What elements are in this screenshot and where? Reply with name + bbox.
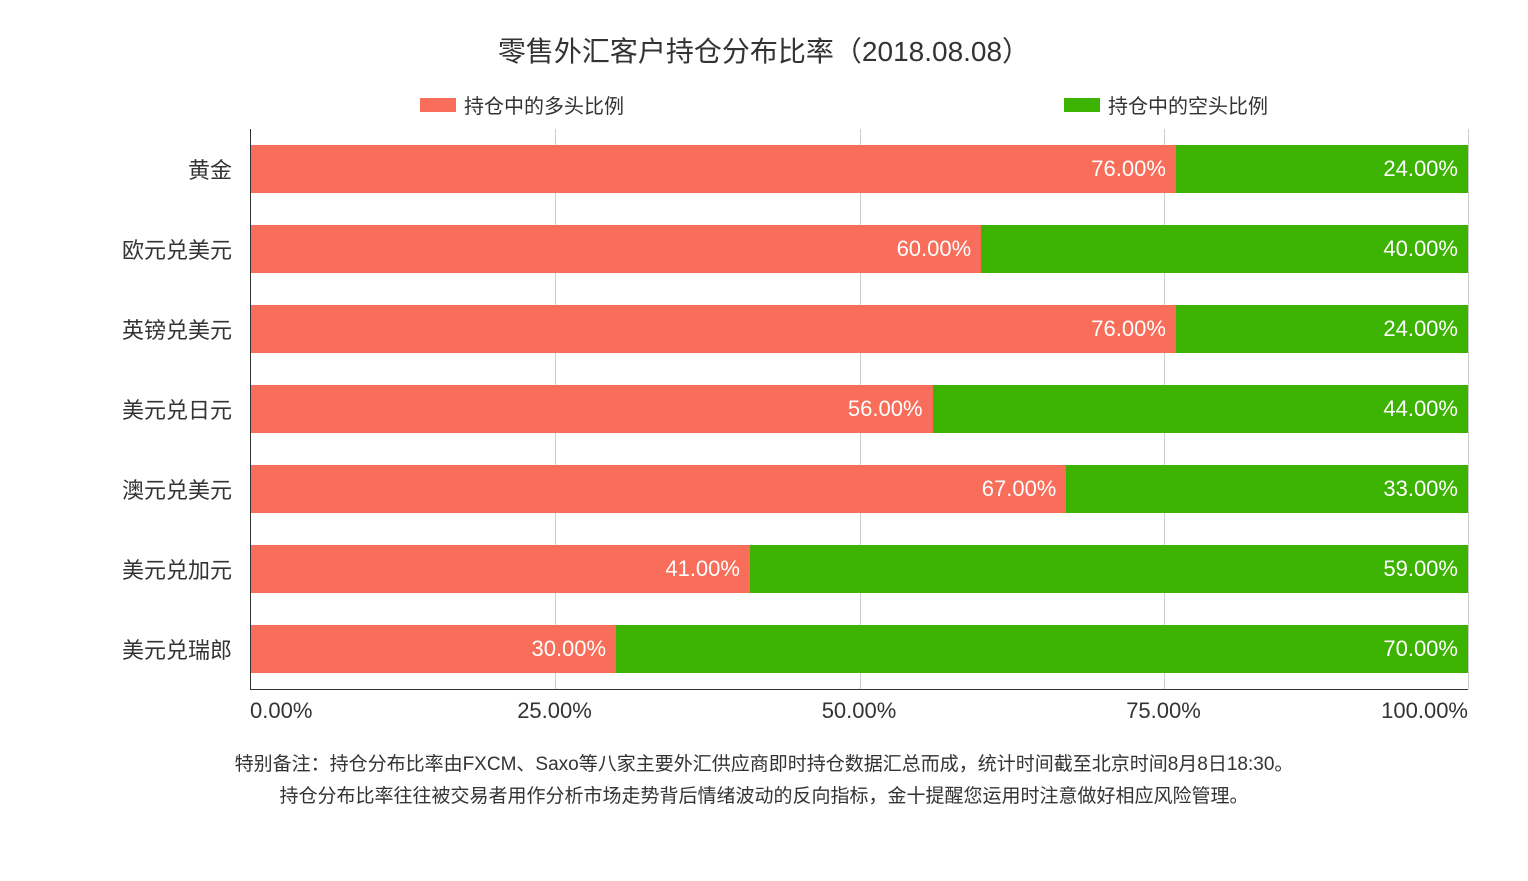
y-axis-label: 英镑兑美元: [60, 289, 250, 369]
bars-stack: 76.00%24.00%60.00%40.00%76.00%24.00%56.0…: [251, 129, 1468, 689]
bar-row: 76.00%24.00%: [251, 129, 1468, 209]
bar: 30.00%70.00%: [251, 625, 1468, 673]
y-axis-labels: 黄金欧元兑美元英镑兑美元美元兑日元澳元兑美元美元兑加元美元兑瑞郎: [60, 129, 250, 689]
bar-segment-short: 24.00%: [1176, 145, 1468, 193]
bar-segment-short: 33.00%: [1066, 465, 1468, 513]
gridline: [1468, 129, 1469, 689]
bar: 56.00%44.00%: [251, 385, 1468, 433]
bar-segment-short: 24.00%: [1176, 305, 1468, 353]
footer-line-1: 特别备注：持仓分布比率由FXCM、Saxo等八家主要外汇供应商即时持仓数据汇总而…: [100, 749, 1428, 781]
y-axis-label: 澳元兑美元: [60, 449, 250, 529]
bar-segment-long: 30.00%: [251, 625, 616, 673]
bar-segment-long: 41.00%: [251, 545, 750, 593]
bar-row: 67.00%33.00%: [251, 449, 1468, 529]
y-axis-label: 美元兑加元: [60, 529, 250, 609]
legend-item-short: 持仓中的空头比例: [1064, 90, 1268, 119]
legend: 持仓中的多头比例 持仓中的空头比例: [60, 90, 1468, 119]
bar-segment-short: 59.00%: [750, 545, 1468, 593]
bar-segment-long: 67.00%: [251, 465, 1066, 513]
x-axis-tick: 50.00%: [822, 698, 897, 724]
bar: 67.00%33.00%: [251, 465, 1468, 513]
x-axis-tick: 25.00%: [517, 698, 592, 724]
bar-segment-long: 76.00%: [251, 145, 1176, 193]
y-axis-label: 美元兑瑞郎: [60, 609, 250, 689]
bar-row: 60.00%40.00%: [251, 209, 1468, 289]
bar-row: 41.00%59.00%: [251, 529, 1468, 609]
x-axis: 0.00% 25.00% 50.00% 75.00% 100.00%: [250, 689, 1468, 729]
bar: 41.00%59.00%: [251, 545, 1468, 593]
legend-label-short: 持仓中的空头比例: [1108, 90, 1268, 119]
x-axis-tick: 0.00%: [250, 698, 312, 724]
plot-area: 黄金欧元兑美元英镑兑美元美元兑日元澳元兑美元美元兑加元美元兑瑞郎 76.00%2…: [60, 129, 1468, 689]
bar-segment-short: 70.00%: [616, 625, 1468, 673]
y-axis-label: 黄金: [60, 129, 250, 209]
bar-segment-long: 56.00%: [251, 385, 933, 433]
x-axis-tick: 75.00%: [1126, 698, 1201, 724]
legend-label-long: 持仓中的多头比例: [464, 90, 624, 119]
x-axis-tick: 100.00%: [1381, 698, 1468, 724]
footer-note: 特别备注：持仓分布比率由FXCM、Saxo等八家主要外汇供应商即时持仓数据汇总而…: [60, 749, 1468, 814]
chart-title: 零售外汇客户持仓分布比率（2018.08.08）: [60, 30, 1468, 70]
legend-swatch-short: [1064, 98, 1100, 112]
bar: 76.00%24.00%: [251, 305, 1468, 353]
bar: 76.00%24.00%: [251, 145, 1468, 193]
bar-row: 76.00%24.00%: [251, 289, 1468, 369]
footer-line-2: 持仓分布比率往往被交易者用作分析市场走势背后情绪波动的反向指标，金十提醒您运用时…: [100, 781, 1428, 813]
y-axis-label: 美元兑日元: [60, 369, 250, 449]
bars-area: 76.00%24.00%60.00%40.00%76.00%24.00%56.0…: [250, 129, 1468, 689]
legend-swatch-long: [420, 98, 456, 112]
y-axis-label: 欧元兑美元: [60, 209, 250, 289]
bar-segment-long: 60.00%: [251, 225, 981, 273]
chart-container: 零售外汇客户持仓分布比率（2018.08.08） 持仓中的多头比例 持仓中的空头…: [0, 0, 1528, 881]
bar-segment-short: 40.00%: [981, 225, 1468, 273]
legend-item-long: 持仓中的多头比例: [420, 90, 624, 119]
bar: 60.00%40.00%: [251, 225, 1468, 273]
bar-row: 30.00%70.00%: [251, 609, 1468, 689]
bar-row: 56.00%44.00%: [251, 369, 1468, 449]
bar-segment-long: 76.00%: [251, 305, 1176, 353]
bar-segment-short: 44.00%: [933, 385, 1468, 433]
